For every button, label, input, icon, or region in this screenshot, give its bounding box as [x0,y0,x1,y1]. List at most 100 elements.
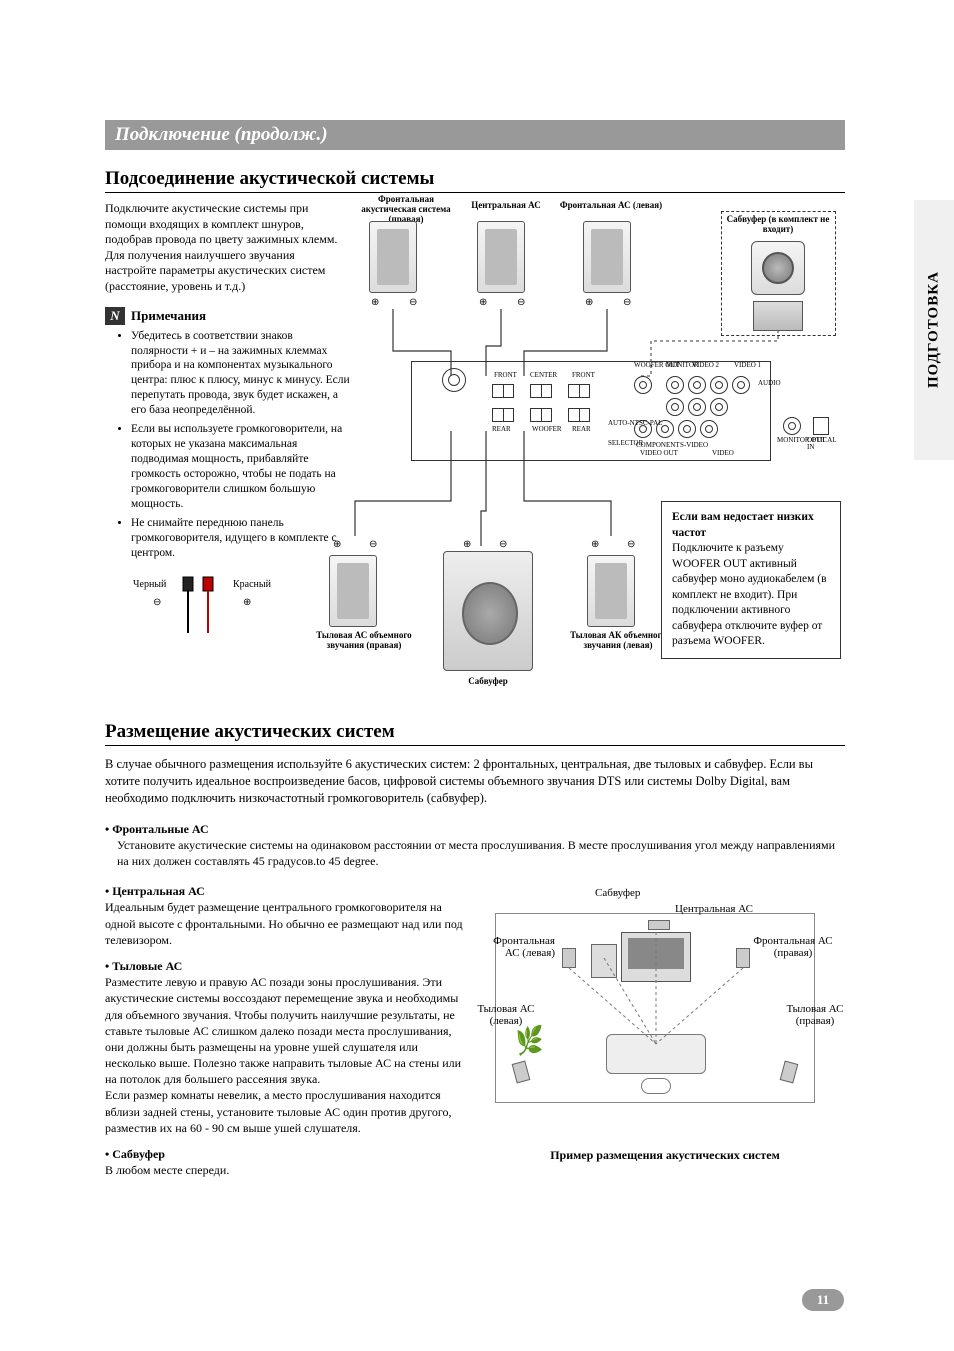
terminal-icon: ⊕ [479,297,487,308]
terminal-icon: ⊕ [371,297,379,308]
tiny-label: FRONT [494,372,517,379]
sw-note-body: Подключите к разъему WOOFER OUT активный… [672,541,830,650]
side-tab: ПОДГОТОВКА [914,200,954,460]
placement-text: Установите акустические системы на одина… [105,837,845,869]
terminal-icon: ⊕ [333,539,341,550]
video-out-label: VIDEO OUT [640,450,678,457]
placement-label: • Фронтальные АС [105,822,209,836]
page-number: 11 [802,1289,844,1311]
tiny-label: FRONT [572,372,595,379]
placement-label: Центральная АС [105,884,205,898]
page-banner: Подключение (продолж.) [105,120,845,150]
room-caption: Пример размещения акустических систем [485,1148,845,1163]
rca-jack [688,376,706,394]
terminal-icon: ⊖ [369,539,377,550]
room-layout-diagram: 🌿 Сабвуфер Цен [485,883,845,1163]
placement-text: Идеальным будет размещение центрального … [105,900,463,946]
tiny-label: CENTER [530,372,557,379]
label-subwoofer: Сабвуфер [453,677,523,687]
video-label: VIDEO [712,450,734,457]
terminal-icon: ⊕ [591,539,599,550]
optical-in-label: OPTICAL IN [807,437,839,451]
placement-label: Сабвуфер [105,1147,165,1161]
sw-note-title: Если вам недостает низких частот [672,510,830,541]
section-1-title: Подсоединение акустической системы [105,168,845,193]
plus-icon: ⊕ [243,597,251,608]
wire-loop-icon [442,368,466,392]
placement-left-column: Центральная АС Идеальным будет размещени… [105,883,465,1188]
placement-label: Тыловые АС [105,959,182,973]
rca-jack [634,376,652,394]
component-label: COMPONENT [636,442,680,449]
placement-text: В любом месте спереди. [105,1163,229,1177]
audio-label: AUDIO [758,380,781,387]
rca-jack [710,376,728,394]
page-content: Подключение (продолж.) Подсоединение аку… [105,120,845,1188]
rca-jack [783,417,801,435]
notes-title: Примечания [131,308,206,324]
tiny-label: WOOFER [532,426,562,433]
room-label-fl: Фронтальная АС (левая) [485,935,555,959]
label-rear-right: Тыловая АС объемного звучания (правая) [309,631,419,651]
speaker-front-right [369,221,417,293]
note-item: Убедитесь в соответствии знаков полярнос… [131,329,351,419]
note-item: Не снимайте переднюю панель громкоговори… [131,516,351,561]
terminal-icon: ⊖ [517,297,525,308]
auto-ntsc-label: AUTO-NTSC-PAL [608,420,662,427]
room-label-center: Центральная АС [675,903,753,915]
optical-in-area: OPTICAL IN [813,417,845,449]
connection-diagram: Фронтальная акустическая система (правая… [351,201,845,681]
amp-sub-opt [753,301,803,331]
placement-item: Тыловые АС Разместите левую и правую АС … [105,958,465,1136]
rca-jack [678,420,696,438]
terminal-icon: ⊕ [585,297,593,308]
room-label-sub: Сабвуфер [595,887,640,899]
placement-text: Разместите левую и правую АС позади зоны… [105,975,461,1135]
room-label-rl: Тыловая АС (левая) [471,1003,541,1027]
notes-list: Убедитесь в соответствии знаков полярнос… [131,329,351,561]
amplifier-rear-panel: REAR WOOFER REAR FRONT CENTER FRONT WOOF… [411,361,771,461]
speaker-subwoofer [443,551,533,671]
tiny-label: REAR [492,426,511,433]
subwoofer-note-box: Если вам недостает низких частот Подключ… [661,501,841,659]
rca-jack [700,420,718,438]
terminal-icon: ⊖ [627,539,635,550]
rca-jack [710,398,728,416]
terminal-icon: ⊖ [409,297,417,308]
terminal-icon: ⊖ [623,297,631,308]
video2-label: VIDEO 2 [692,362,719,369]
section-2: Размещение акустических систем В случае … [105,721,845,1188]
label-sub-opt: Сабвуфер (в комплект не входит) [723,215,833,235]
speaker-rear-right [329,555,377,627]
speaker-sub-opt [751,241,805,295]
speaker-rear-left [587,555,635,627]
optical-jack [813,417,829,435]
svideo-label: S-VIDEO [680,442,708,449]
terminal-icon: ⊖ [499,539,507,550]
video1-label: VIDEO 1 [734,362,761,369]
label-front-left: Фронтальная АС (левая) [556,201,666,211]
speaker-center [477,221,525,293]
label-center: Центральная АС [461,201,551,211]
section-2-lead: В случае обычного размещения используйте… [105,756,845,807]
label-rear-left: Тыловая АК объемного звучания (левая) [563,631,673,651]
room-label-fr: Фронтальная АС (правая) [753,935,833,959]
note-item: Если вы используете громкоговорители, на… [131,422,351,512]
room-label-rr: Тыловая АС (правая) [775,1003,855,1027]
wire-plug-illustration [177,575,217,605]
notes-header: N Примечания [105,307,351,325]
placement-item: Центральная АС Идеальным будет размещени… [105,883,465,948]
rca-jack [666,398,684,416]
tiny-label: REAR [572,426,591,433]
rca-jack [732,376,750,394]
placement-item: Сабвуфер В любом месте спереди. [105,1146,465,1178]
terminal-icon: ⊕ [463,539,471,550]
rca-jack [688,398,706,416]
note-icon: N [105,307,125,325]
wire-black-label: Черный [133,579,166,590]
rca-jack [666,376,684,394]
wire-red-label: Красный [233,579,271,590]
minus-icon: ⊖ [153,597,161,608]
section-2-title: Размещение акустических систем [105,721,845,746]
speaker-front-left [583,221,631,293]
